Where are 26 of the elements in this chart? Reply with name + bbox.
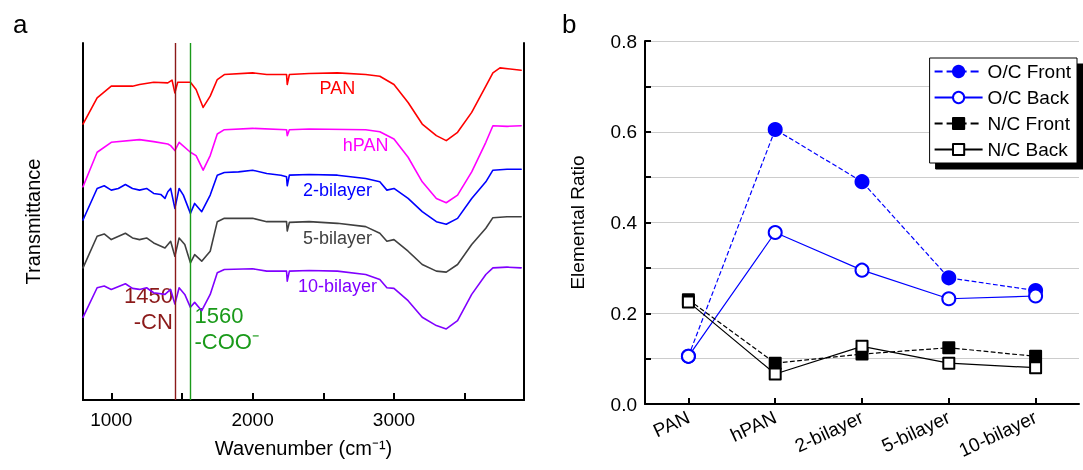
series-label: 10-bilayer: [297, 276, 377, 297]
y-tick-label: 0.8: [610, 30, 637, 52]
x-tick-label: 2000: [231, 409, 274, 430]
y-axis-title: Elemental Ratio: [567, 155, 588, 290]
x-tick-label: 1000: [90, 409, 133, 430]
series-label: 2-bilayer: [302, 180, 372, 201]
x-tick-label: hPAN: [727, 406, 780, 446]
x-tick-label: PAN: [649, 406, 693, 442]
legend-label: O/C Front: [987, 61, 1072, 82]
legend-label: N/C Back: [987, 139, 1069, 160]
x-axis-title: Wavenumber (cm⁻¹): [214, 437, 393, 459]
y-tick-label: 0.0: [610, 393, 637, 415]
y-tick-label: 0.4: [610, 212, 638, 233]
y-tick-label: 0.6: [610, 121, 637, 143]
chart-title: a: [13, 9, 28, 39]
series-label: hPAN: [342, 134, 389, 155]
ref-line-label: 1450 -CN: [123, 282, 173, 334]
ref-line-label: 1560 -COO⁻: [194, 302, 259, 354]
series-label: PAN: [319, 77, 356, 98]
y-tick-label: 0.2: [610, 302, 637, 324]
y-axis-title: Transmittance: [22, 158, 44, 285]
series-label: 5-bilayer: [302, 228, 372, 249]
x-tick-label: 3000: [372, 409, 416, 430]
legend-label: O/C Back: [987, 87, 1070, 108]
legend-label: N/C Front: [987, 113, 1071, 134]
chart-title: b: [562, 9, 577, 39]
